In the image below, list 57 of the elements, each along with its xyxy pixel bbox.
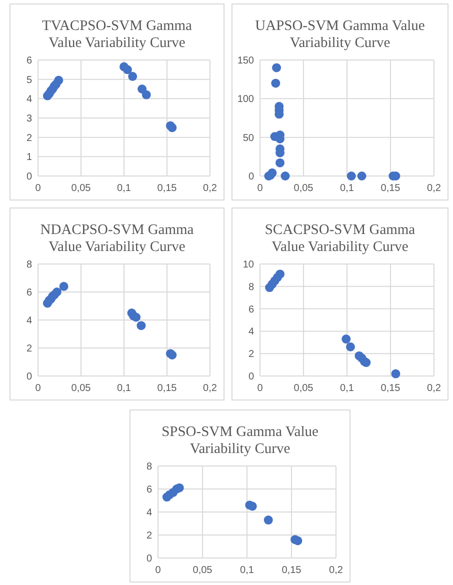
x-tick-label: 0,05 bbox=[192, 565, 213, 576]
y-tick-label: 4 bbox=[248, 326, 254, 338]
chart-title: TVACPSO-SVM Gamma Value Variability Curve bbox=[42, 18, 193, 51]
x-tick-label: 0,05 bbox=[71, 183, 92, 194]
y-tick-label: 8 bbox=[146, 462, 152, 472]
y-tick-label: 150 bbox=[237, 56, 254, 66]
y-tick-label: 6 bbox=[26, 288, 32, 298]
x-tick-label: 0,2 bbox=[203, 183, 218, 194]
x-tick-label: 0,2 bbox=[427, 383, 442, 394]
x-tick-label: 0,05 bbox=[294, 183, 314, 194]
y-tick-label: 4 bbox=[26, 94, 32, 106]
y-tick-label: 0 bbox=[146, 554, 152, 564]
chart-title: SCACPSO-SVM Gamma Value Variability Curve bbox=[264, 222, 416, 255]
x-tick-label: 0,2 bbox=[329, 565, 344, 576]
y-tick-label: 4 bbox=[146, 508, 152, 518]
x-tick-label: 0 bbox=[35, 383, 42, 394]
x-tick-label: 0,15 bbox=[380, 383, 401, 394]
x-tick-label: 0,15 bbox=[380, 183, 401, 194]
y-tick-label: 2 bbox=[26, 132, 32, 144]
y-tick-label: 2 bbox=[26, 344, 32, 354]
y-tick-label: 50 bbox=[242, 132, 254, 144]
y-tick-label: 0 bbox=[26, 172, 32, 182]
chart-title: UAPSO-SVM Gamma Value Variability Curve bbox=[255, 18, 425, 51]
y-tick-label: 0 bbox=[26, 372, 32, 382]
x-tick-label: 0,1 bbox=[340, 183, 354, 194]
y-tick-label: 8 bbox=[26, 260, 32, 270]
x-tick-label: 0,1 bbox=[240, 565, 254, 576]
x-tick-label: 0 bbox=[257, 383, 264, 394]
y-tick-label: 2 bbox=[146, 530, 152, 542]
y-tick-label: 0 bbox=[248, 372, 254, 382]
x-tick-label: 0,2 bbox=[427, 183, 442, 194]
x-tick-label: 0,15 bbox=[282, 565, 302, 576]
y-tick-label: 3 bbox=[26, 114, 32, 124]
x-tick-label: 0,15 bbox=[157, 383, 178, 394]
x-tick-label: 0,05 bbox=[294, 383, 314, 394]
y-tick-label: 6 bbox=[248, 304, 254, 316]
x-tick-label: 0,1 bbox=[117, 383, 132, 394]
x-tick-label: 0,1 bbox=[117, 183, 132, 194]
y-tick-label: 1 bbox=[26, 152, 32, 164]
y-tick-label: 0 bbox=[248, 172, 254, 182]
y-tick-label: 2 bbox=[248, 349, 254, 360]
chart-title: NDACPSO-SVM Gamma Value Variability Curve bbox=[40, 222, 194, 255]
y-tick-label: 4 bbox=[26, 316, 32, 326]
x-tick-label: 0,05 bbox=[71, 383, 92, 394]
y-tick-label: 100 bbox=[237, 94, 254, 106]
y-tick-label: 6 bbox=[26, 56, 32, 66]
x-tick-label: 0,1 bbox=[340, 383, 354, 394]
chart-title: SPSO-SVM Gamma Value Variability Curve bbox=[162, 424, 318, 457]
x-tick-label: 0 bbox=[35, 183, 42, 194]
x-tick-label: 0,2 bbox=[203, 383, 218, 394]
x-tick-label: 0 bbox=[257, 183, 264, 194]
x-tick-label: 0 bbox=[155, 565, 162, 576]
y-tick-label: 5 bbox=[26, 74, 32, 86]
y-tick-label: 8 bbox=[248, 282, 254, 293]
x-tick-label: 0,15 bbox=[157, 183, 178, 194]
y-tick-label: 10 bbox=[242, 260, 254, 270]
y-tick-label: 6 bbox=[146, 484, 152, 496]
